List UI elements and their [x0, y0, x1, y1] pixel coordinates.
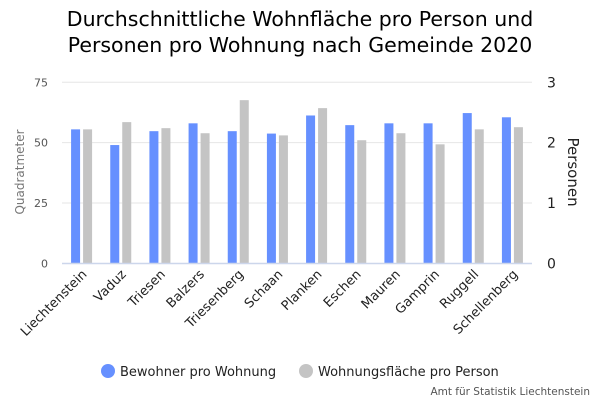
bar-wohnungsflaeche-liechtenstein[interactable]: [83, 129, 93, 264]
chart-title-line-2: Personen pro Wohnung nach Gemeinde 2020: [67, 33, 533, 57]
bar-bewohner-planken[interactable]: [306, 115, 316, 264]
left-axis-ticks: 0 25 50 75: [34, 76, 48, 270]
bars: [71, 100, 523, 264]
bar-wohnungsflaeche-schellenberg[interactable]: [513, 127, 523, 264]
right-tick-label: 3: [547, 75, 556, 91]
left-axis-title: Quadratmeter: [13, 129, 27, 214]
bar-wohnungsflaeche-schaan[interactable]: [278, 135, 288, 264]
bar-bewohner-triesen[interactable]: [149, 131, 159, 264]
bar-wohnungsflaeche-eschen[interactable]: [357, 140, 367, 264]
legend-label-bewohner: Bewohner pro Wohnung: [120, 365, 276, 380]
right-tick-label: 1: [547, 196, 556, 212]
left-tick-label: 0: [41, 257, 48, 270]
bar-wohnungsflaeche-triesen[interactable]: [161, 128, 171, 264]
legend: Bewohner pro Wohnung Wohnungsfläche pro …: [101, 364, 499, 380]
bar-wohnungsflaeche-gamprin[interactable]: [435, 144, 445, 264]
bar-wohnungsflaeche-balzers[interactable]: [200, 133, 210, 264]
legend-marker-bewohner: [101, 364, 115, 378]
category-labels: Liechtenstein VaduzTriesenBalzersTriesenb…: [18, 267, 521, 339]
bar-bewohner-schellenberg[interactable]: [501, 117, 511, 264]
right-tick-label: 0: [547, 256, 556, 272]
category-label-eschen: Eschen: [321, 267, 365, 311]
left-tick-label: 50: [34, 137, 48, 150]
bar-wohnungsflaeche-ruggell[interactable]: [474, 129, 484, 264]
chart-title: Durchschnittliche Wohnfläche pro Person …: [0, 6, 600, 58]
bar-bewohner-liechtenstein[interactable]: [71, 129, 81, 264]
bar-bewohner-gamprin[interactable]: [423, 123, 433, 264]
right-axis-ticks: 0 1 2 3: [547, 75, 556, 272]
gridlines: [62, 81, 532, 204]
source-credit: Amt für Statistik Liechtenstein: [430, 386, 590, 398]
legend-item-wohnungsflaeche[interactable]: Wohnungsfläche pro Person: [299, 364, 499, 380]
legend-marker-wohnungsflaeche: [299, 364, 313, 378]
bar-wohnungsflaeche-vaduz[interactable]: [122, 122, 132, 264]
right-tick-label: 2: [547, 136, 556, 152]
bar-wohnungsflaeche-mauren[interactable]: [396, 133, 406, 264]
category-label-liechtenstein: Liechtenstein: [18, 267, 90, 339]
bar-bewohner-triesenberg[interactable]: [227, 131, 237, 264]
left-tick-label: 25: [34, 197, 48, 210]
left-tick-label: 75: [34, 76, 48, 89]
category-label-vaduz: Vaduz: [91, 267, 129, 305]
bar-wohnungsflaeche-triesenberg[interactable]: [239, 100, 249, 264]
bar-bewohner-eschen[interactable]: [345, 125, 355, 264]
legend-label-wohnungsflaeche: Wohnungsfläche pro Person: [318, 365, 499, 380]
legend-item-bewohner[interactable]: Bewohner pro Wohnung: [101, 364, 276, 380]
chart-title-line-1: Durchschnittliche Wohnfläche pro Person …: [66, 7, 534, 31]
bar-bewohner-vaduz[interactable]: [110, 145, 120, 264]
bar-bewohner-mauren[interactable]: [384, 123, 394, 264]
right-axis-title: Personen: [564, 137, 582, 206]
bar-bewohner-balzers[interactable]: [188, 123, 198, 264]
category-label-triesen: Triesen: [125, 267, 169, 311]
bar-bewohner-ruggell[interactable]: [462, 113, 472, 264]
bar-wohnungsflaeche-planken[interactable]: [318, 108, 328, 264]
bar-bewohner-schaan[interactable]: [266, 133, 276, 264]
category-label-planken: Planken: [279, 267, 326, 314]
